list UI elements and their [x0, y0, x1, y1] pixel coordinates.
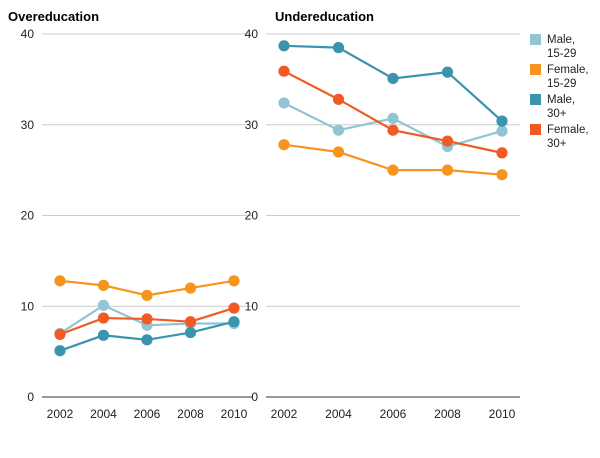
overeducation-data-point-male-30: [228, 316, 240, 328]
undereducation-data-point-male-30: [441, 66, 454, 78]
legend-label-male-15-29: Male,: [547, 34, 575, 46]
undereducation-data-point-female-30: [387, 124, 399, 136]
overeducation-data-point-male-30: [141, 334, 153, 346]
legend-label-male-30: Male,: [547, 94, 575, 106]
overeducation-data-point-male-15-29: [97, 299, 110, 311]
legend-label-female-15-29: Female,: [547, 64, 589, 76]
overeducation-data-point-female-30: [141, 313, 153, 325]
overeducation-data-point-female-15-29: [97, 279, 110, 291]
overeducation-data-point-female-30: [184, 316, 197, 328]
overeducation-data-point-male-30: [184, 326, 197, 339]
overeducation-x-tick-label: 2008: [177, 407, 204, 421]
undereducation-data-point-female-30: [496, 147, 508, 159]
overeducation-data-point-female-15-29: [141, 289, 153, 301]
undereducation-data-point-male-30: [387, 72, 399, 85]
undereducation-data-point-female-30: [441, 135, 454, 147]
undereducation-data-point-female-15-29: [441, 164, 454, 176]
legend-label-male-15-29-line2: 15-29: [547, 48, 576, 60]
overeducation-data-point-female-30: [97, 312, 110, 324]
overeducation-data-point-female-30: [228, 302, 240, 314]
undereducation-y-tick-label: 0: [251, 390, 258, 404]
legend-label-female-30: Female,: [547, 124, 589, 136]
legend: Male, 15-29 Female, 15-29 Male, 30+ Female, 30+: [530, 34, 589, 150]
overeducation-x-tick-label: 2006: [134, 407, 161, 421]
legend-swatch-male-15-29: [530, 34, 541, 45]
overeducation-y-tick-label: 10: [21, 299, 35, 313]
legend-label-male-30-line2: 30+: [547, 108, 567, 120]
legend-swatch-male-30: [530, 94, 541, 105]
undereducation-y-tick-label: 30: [245, 118, 259, 132]
overeducation-y-tick-label: 0: [27, 390, 34, 404]
undereducation-y-tick-label: 10: [245, 299, 259, 313]
overeducation-panel: Overeducation 0 10 20 30 40 2002 2004 2006 2008 20…: [8, 9, 252, 421]
undereducation-data-point-male-30: [278, 40, 290, 52]
undereducation-data-point-female-15-29: [496, 169, 508, 181]
overeducation-x-tick-label: 2004: [90, 407, 117, 421]
undereducation-data-point-male-30: [332, 42, 345, 54]
overeducation-data-point-female-15-29: [228, 275, 240, 287]
overeducation-data-point-female-15-29: [54, 275, 66, 287]
overeducation-x-tick-label: 2010: [221, 407, 248, 421]
undereducation-data-point-female-15-29: [278, 139, 290, 151]
undereducation-data-point-male-30: [496, 115, 508, 127]
legend-swatch-female-30: [530, 124, 541, 135]
undereducation-x-tick-label: 2008: [434, 407, 461, 421]
overeducation-y-tick-label: 20: [21, 209, 35, 223]
undereducation-x-tick-label: 2002: [271, 407, 298, 421]
undereducation-x-tick-label: 2006: [380, 407, 407, 421]
legend-swatch-female-15-29: [530, 64, 541, 75]
undereducation-data-point-female-30: [278, 65, 290, 77]
undereducation-data-point-male-15-29: [278, 97, 290, 109]
undereducation-y-tick-label: 40: [245, 27, 259, 41]
legend-label-female-30-line2: 30+: [547, 138, 567, 150]
undereducation-panel: Undereducation 0 10 20 30 40 2002 2004 2006 2008 2…: [245, 9, 520, 421]
legend-label-female-15-29-line2: 15-29: [547, 78, 576, 90]
undereducation-y-tick-label: 20: [245, 209, 259, 223]
undereducation-data-point-female-30: [332, 93, 345, 105]
undereducation-data-point-male-15-29: [387, 112, 399, 124]
undereducation-data-point-female-15-29: [387, 164, 399, 176]
overeducation-data-point-male-30: [54, 345, 66, 357]
overeducation-data-point-male-30: [97, 329, 110, 341]
undereducation-x-tick-label: 2010: [489, 407, 516, 421]
undereducation-x-tick-label: 2004: [325, 407, 352, 421]
undereducation-data-point-male-15-29: [332, 124, 345, 136]
overeducation-y-tick-label: 40: [21, 27, 35, 41]
overeducation-title: Overeducation: [8, 9, 99, 24]
undereducation-data-point-female-15-29: [332, 146, 345, 158]
undereducation-title: Undereducation: [275, 9, 374, 24]
overeducation-data-point-female-15-29: [184, 282, 197, 294]
overeducation-y-tick-label: 30: [21, 118, 35, 132]
undereducation-data-point-male-15-29: [496, 125, 508, 137]
overeducation-x-tick-label: 2002: [47, 407, 74, 421]
overeducation-data-point-female-30: [54, 328, 66, 340]
